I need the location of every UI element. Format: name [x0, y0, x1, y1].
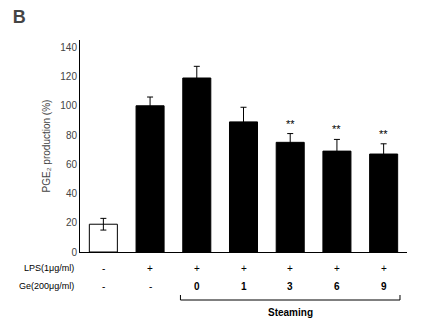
svg-text:+: +	[241, 263, 247, 274]
svg-text:0: 0	[194, 281, 200, 292]
svg-text:PGE₂ production (%): PGE₂ production (%)	[41, 100, 52, 193]
svg-text:80: 80	[66, 130, 78, 141]
svg-text:1: 1	[241, 281, 247, 292]
svg-text:Steaming: Steaming	[268, 307, 313, 318]
svg-text:3: 3	[287, 281, 293, 292]
svg-text:**: **	[286, 118, 295, 130]
svg-text:6: 6	[334, 281, 340, 292]
svg-text:0: 0	[71, 247, 77, 258]
svg-text:-: -	[149, 281, 152, 292]
svg-text:LPS(1μg/ml): LPS(1μg/ml)	[24, 263, 74, 273]
svg-text:+: +	[381, 263, 387, 274]
svg-text:Ge(200μg/ml): Ge(200μg/ml)	[19, 281, 74, 291]
svg-text:+: +	[147, 263, 153, 274]
svg-text:40: 40	[66, 188, 78, 199]
svg-text:140: 140	[60, 42, 77, 53]
svg-text:120: 120	[60, 71, 77, 82]
svg-text:-: -	[102, 263, 105, 274]
svg-text:**: **	[332, 123, 341, 135]
svg-text:+: +	[194, 263, 200, 274]
svg-text:+: +	[334, 263, 340, 274]
svg-text:100: 100	[60, 100, 77, 111]
svg-text:**: **	[379, 128, 388, 140]
svg-text:9: 9	[381, 281, 387, 292]
svg-text:+: +	[287, 263, 293, 274]
svg-text:60: 60	[66, 159, 78, 170]
svg-text:20: 20	[66, 217, 78, 228]
svg-text:B: B	[13, 7, 26, 27]
svg-text:-: -	[102, 281, 105, 292]
